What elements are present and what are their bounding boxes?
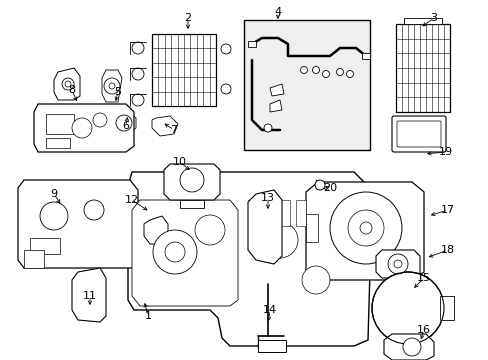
Text: 13: 13	[261, 193, 274, 203]
Bar	[152, 34, 216, 106]
Circle shape	[312, 67, 319, 73]
Text: 14: 14	[263, 305, 277, 315]
Polygon shape	[143, 216, 168, 244]
Bar	[247, 41, 256, 47]
Bar	[305, 214, 317, 242]
Circle shape	[393, 260, 401, 268]
Circle shape	[132, 68, 143, 80]
Bar	[30, 238, 60, 254]
Circle shape	[109, 83, 115, 89]
Circle shape	[104, 78, 120, 94]
Text: 10: 10	[173, 157, 186, 167]
Text: 11: 11	[83, 291, 97, 301]
Text: 6: 6	[122, 121, 129, 131]
Bar	[258, 340, 285, 352]
FancyBboxPatch shape	[396, 121, 440, 147]
Polygon shape	[18, 180, 138, 268]
Circle shape	[65, 81, 71, 87]
Text: 9: 9	[50, 189, 58, 199]
Bar	[247, 200, 258, 226]
Bar	[244, 20, 369, 150]
Text: 5: 5	[114, 87, 121, 97]
Circle shape	[314, 180, 325, 190]
Circle shape	[195, 215, 224, 245]
FancyBboxPatch shape	[391, 116, 445, 152]
Circle shape	[322, 71, 329, 77]
Polygon shape	[128, 172, 371, 346]
Bar	[439, 296, 453, 320]
Bar	[295, 200, 305, 226]
Bar	[361, 53, 369, 59]
Polygon shape	[247, 190, 282, 264]
Polygon shape	[305, 182, 423, 280]
Circle shape	[347, 210, 383, 246]
Text: 8: 8	[68, 85, 76, 95]
Polygon shape	[102, 70, 122, 102]
Circle shape	[72, 118, 92, 138]
Circle shape	[40, 202, 68, 230]
Polygon shape	[72, 268, 106, 322]
Text: 7: 7	[170, 125, 177, 135]
Circle shape	[262, 222, 297, 258]
Circle shape	[221, 84, 230, 94]
Circle shape	[84, 200, 104, 220]
Circle shape	[387, 254, 407, 274]
Bar	[180, 200, 203, 208]
Circle shape	[300, 67, 307, 73]
Polygon shape	[34, 104, 134, 152]
Text: 18: 18	[440, 245, 454, 255]
Polygon shape	[132, 200, 238, 306]
Bar	[264, 200, 273, 226]
Text: 2: 2	[184, 13, 191, 23]
Bar	[395, 24, 449, 112]
Polygon shape	[269, 100, 282, 112]
Polygon shape	[24, 250, 44, 268]
Circle shape	[329, 192, 401, 264]
Text: 3: 3	[429, 13, 437, 23]
Circle shape	[153, 230, 197, 274]
Circle shape	[180, 168, 203, 192]
Circle shape	[164, 242, 184, 262]
Polygon shape	[383, 334, 433, 360]
Circle shape	[62, 78, 74, 90]
Text: 12: 12	[124, 195, 139, 205]
Circle shape	[302, 266, 329, 294]
Text: 17: 17	[440, 205, 454, 215]
Circle shape	[371, 272, 443, 344]
Bar	[46, 114, 74, 134]
Polygon shape	[269, 84, 284, 96]
Polygon shape	[54, 68, 80, 100]
Bar	[403, 18, 441, 24]
Text: 16: 16	[416, 325, 430, 335]
Circle shape	[132, 94, 143, 106]
Circle shape	[116, 115, 132, 131]
Circle shape	[402, 338, 420, 356]
Circle shape	[93, 113, 107, 127]
Text: 1: 1	[144, 311, 151, 321]
Text: 4: 4	[274, 7, 281, 17]
Polygon shape	[375, 250, 419, 278]
Polygon shape	[152, 116, 178, 136]
Text: 19: 19	[438, 147, 452, 157]
Circle shape	[346, 71, 353, 77]
Text: 15: 15	[416, 273, 430, 283]
Circle shape	[359, 222, 371, 234]
Circle shape	[221, 44, 230, 54]
Polygon shape	[112, 110, 136, 136]
Circle shape	[336, 68, 343, 76]
Circle shape	[132, 42, 143, 54]
Circle shape	[264, 124, 271, 132]
Polygon shape	[163, 164, 220, 200]
Bar	[46, 138, 70, 148]
Text: 20: 20	[322, 183, 336, 193]
Bar	[280, 200, 289, 226]
